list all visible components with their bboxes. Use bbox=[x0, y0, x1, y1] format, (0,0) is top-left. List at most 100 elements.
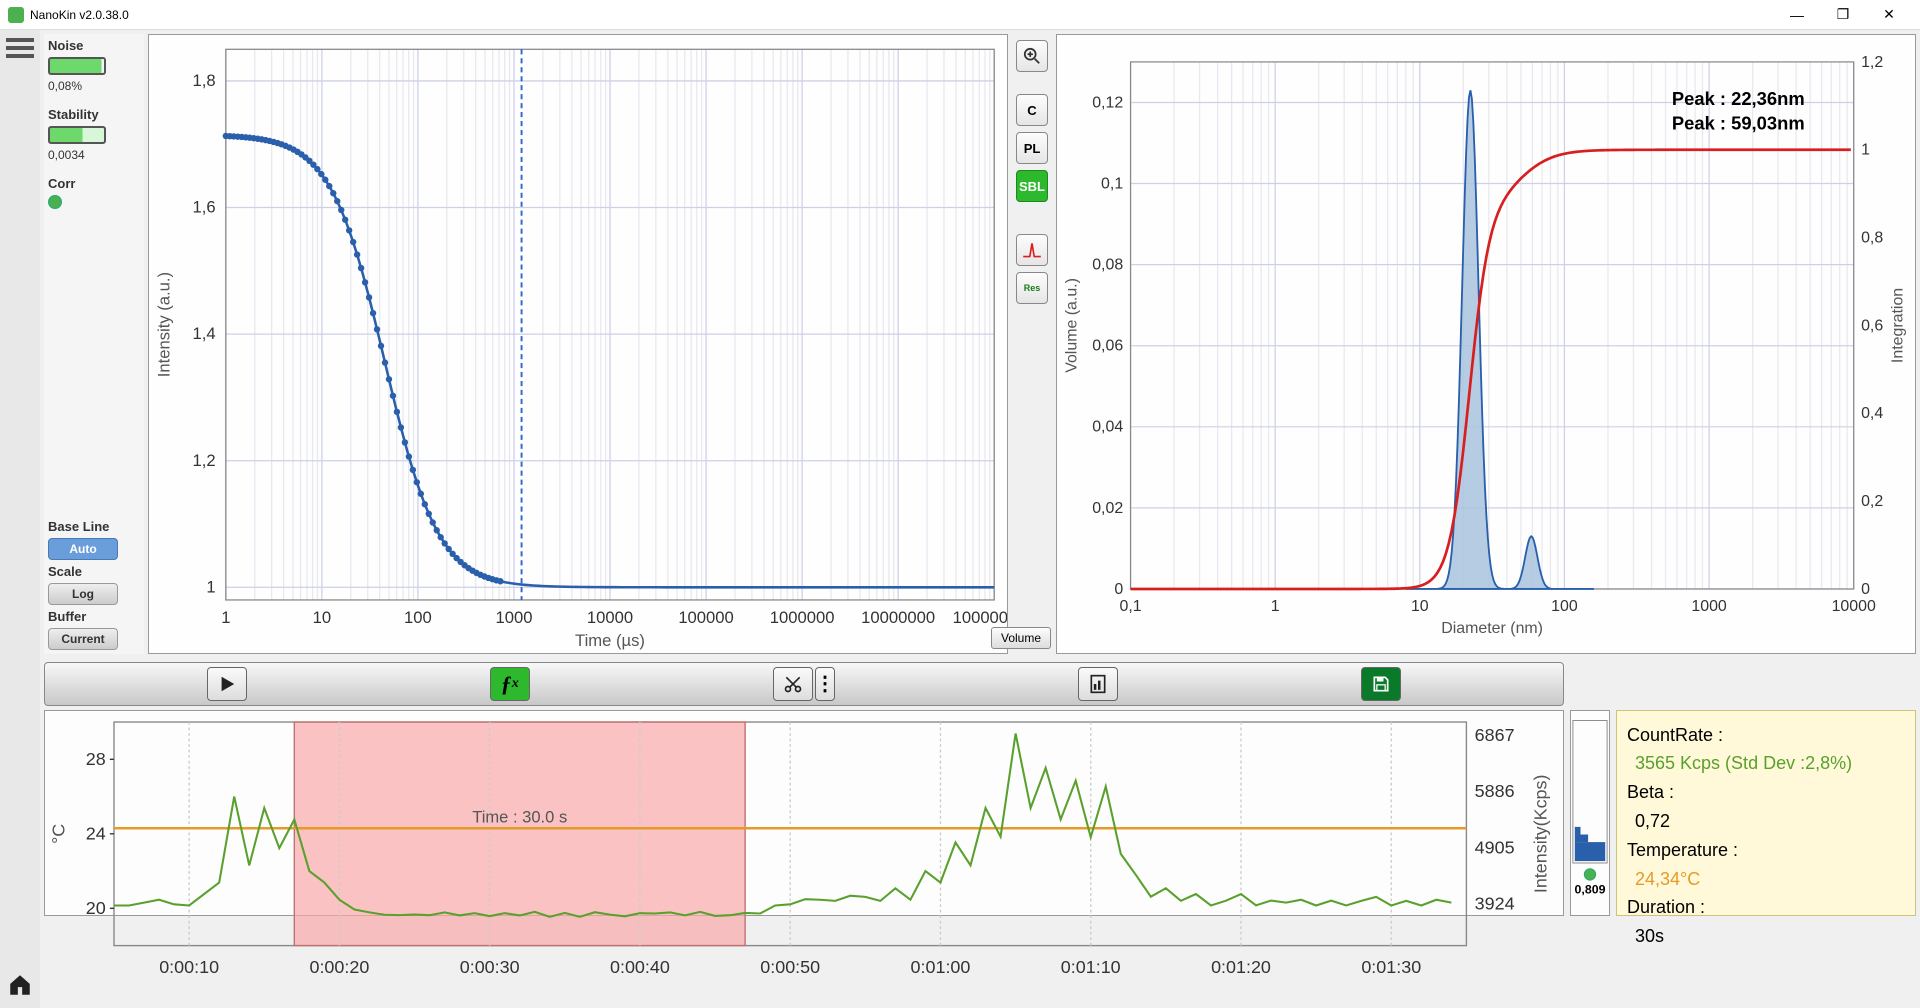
svg-text:0:01:30: 0:01:30 bbox=[1361, 957, 1421, 977]
stability-value: 0,0034 bbox=[48, 148, 140, 162]
svg-text:0,08: 0,08 bbox=[1092, 257, 1123, 274]
svg-text:1: 1 bbox=[206, 577, 215, 596]
beta-label: Beta : bbox=[1627, 778, 1905, 807]
svg-text:0,1: 0,1 bbox=[1119, 598, 1141, 615]
size-distribution-chart[interactable]: 0,111010010001000000,020,040,060,080,10,… bbox=[1056, 34, 1916, 654]
svg-text:10000: 10000 bbox=[587, 608, 633, 627]
svg-text:100000000: 100000000 bbox=[953, 608, 1007, 627]
volume-button[interactable]: Volume bbox=[991, 627, 1051, 649]
corr-led-icon bbox=[48, 195, 62, 209]
cut-options-button[interactable]: ⋮ bbox=[815, 667, 835, 701]
svg-text:1: 1 bbox=[1271, 598, 1280, 615]
peak-view-button[interactable] bbox=[1016, 234, 1048, 266]
svg-text:1: 1 bbox=[221, 608, 230, 627]
svg-text:0:01:10: 0:01:10 bbox=[1061, 957, 1121, 977]
stability-label: Stability bbox=[48, 107, 140, 122]
svg-text:°C: °C bbox=[48, 823, 68, 843]
status-panel: Noise 0,08% Stability 0,0034 Corr Base L… bbox=[44, 34, 144, 654]
pl-mode-button[interactable]: PL bbox=[1016, 132, 1048, 164]
close-button[interactable]: ✕ bbox=[1866, 0, 1912, 30]
cut-button[interactable] bbox=[773, 667, 813, 701]
corr-label: Corr bbox=[48, 176, 140, 191]
report-button[interactable] bbox=[1078, 667, 1118, 701]
svg-text:0:00:30: 0:00:30 bbox=[460, 957, 520, 977]
svg-text:10000: 10000 bbox=[1832, 598, 1876, 615]
zoom-button[interactable] bbox=[1016, 40, 1048, 72]
noise-indicator bbox=[48, 57, 106, 75]
svg-text:20: 20 bbox=[86, 898, 106, 918]
svg-text:0,12: 0,12 bbox=[1092, 94, 1123, 111]
svg-text:0,4: 0,4 bbox=[1861, 405, 1883, 422]
svg-text:0,2: 0,2 bbox=[1861, 493, 1883, 510]
intensity-histogram: 0,809 bbox=[1570, 710, 1610, 916]
svg-text:Time (µs): Time (µs) bbox=[575, 631, 645, 650]
svg-text:1,4: 1,4 bbox=[192, 324, 215, 343]
svg-text:0,02: 0,02 bbox=[1092, 500, 1123, 517]
beta-value: 0,72 bbox=[1627, 807, 1905, 836]
svg-text:0,1: 0,1 bbox=[1101, 175, 1123, 192]
svg-text:1,2: 1,2 bbox=[192, 451, 215, 470]
svg-text:0,06: 0,06 bbox=[1092, 338, 1123, 355]
correlation-chart[interactable]: 1101001000100001000001000000100000001000… bbox=[148, 34, 1008, 654]
svg-text:0:01:20: 0:01:20 bbox=[1211, 957, 1271, 977]
measurement-info-panel: CountRate : 3565 Kcps (Std Dev :2,8%) Be… bbox=[1616, 710, 1916, 916]
svg-text:100: 100 bbox=[1551, 598, 1578, 615]
svg-text:1000000: 1000000 bbox=[770, 608, 835, 627]
sbl-mode-button[interactable]: SBL bbox=[1016, 170, 1048, 202]
app-title: NanoKin v2.0.38.0 bbox=[30, 8, 129, 22]
noise-value: 0,08% bbox=[48, 79, 140, 93]
buffer-current-button[interactable]: Current bbox=[48, 628, 118, 650]
svg-text:1000: 1000 bbox=[1691, 598, 1727, 615]
menu-icon[interactable] bbox=[6, 36, 34, 60]
c-mode-button[interactable]: C bbox=[1016, 94, 1048, 126]
svg-text:0: 0 bbox=[1861, 581, 1870, 598]
function-button[interactable]: ƒx bbox=[490, 667, 530, 701]
svg-text:10: 10 bbox=[1411, 598, 1429, 615]
minimize-button[interactable]: — bbox=[1774, 0, 1820, 30]
svg-text:Time : 30.0 s: Time : 30.0 s bbox=[472, 807, 567, 826]
svg-text:4905: 4905 bbox=[1475, 837, 1515, 857]
svg-text:5886: 5886 bbox=[1475, 781, 1515, 801]
play-button[interactable] bbox=[207, 667, 247, 701]
svg-text:0:00:40: 0:00:40 bbox=[610, 957, 670, 977]
svg-text:1,2: 1,2 bbox=[1861, 54, 1883, 71]
maximize-button[interactable]: ❐ bbox=[1820, 0, 1866, 30]
svg-text:0:00:10: 0:00:10 bbox=[159, 957, 219, 977]
buffer-label: Buffer bbox=[48, 609, 140, 624]
svg-text:0,04: 0,04 bbox=[1092, 419, 1123, 436]
baseline-auto-button[interactable]: Auto bbox=[48, 538, 118, 560]
svg-text:0:01:00: 0:01:00 bbox=[911, 957, 971, 977]
svg-text:3924: 3924 bbox=[1475, 893, 1515, 913]
countrate-label: CountRate : bbox=[1627, 721, 1905, 750]
svg-text:100: 100 bbox=[404, 608, 432, 627]
nav-rail bbox=[0, 30, 40, 1008]
scale-label: Scale bbox=[48, 564, 140, 579]
svg-text:0: 0 bbox=[1114, 581, 1123, 598]
svg-text:1: 1 bbox=[1861, 142, 1870, 159]
svg-text:1,8: 1,8 bbox=[192, 71, 215, 90]
svg-text:10000000: 10000000 bbox=[861, 608, 935, 627]
temperature-value: 24,34°C bbox=[1627, 865, 1905, 894]
svg-text:Peak : 22,36nm: Peak : 22,36nm bbox=[1672, 88, 1805, 109]
svg-text:Diameter (nm): Diameter (nm) bbox=[1441, 620, 1543, 637]
countrate-value: 3565 Kcps (Std Dev :2,8%) bbox=[1627, 749, 1905, 778]
svg-text:0,809: 0,809 bbox=[1575, 882, 1606, 896]
duration-label: Duration : bbox=[1627, 893, 1905, 922]
svg-text:0:00:20: 0:00:20 bbox=[309, 957, 369, 977]
stability-indicator bbox=[48, 126, 106, 144]
svg-text:6867: 6867 bbox=[1475, 725, 1515, 745]
time-series-chart[interactable]: Time : 30.0 s20242839244905588668670:00:… bbox=[44, 710, 1564, 916]
residual-view-button[interactable]: Res bbox=[1016, 272, 1048, 304]
scale-log-button[interactable]: Log bbox=[48, 583, 118, 605]
home-icon[interactable] bbox=[7, 972, 33, 998]
svg-text:Volume (a.u.): Volume (a.u.) bbox=[1064, 278, 1081, 373]
svg-text:24: 24 bbox=[86, 823, 106, 843]
svg-text:1000: 1000 bbox=[495, 608, 532, 627]
app-logo-icon bbox=[8, 7, 24, 23]
save-button[interactable] bbox=[1361, 667, 1401, 701]
svg-text:Intensity(Kcps): Intensity(Kcps) bbox=[1530, 774, 1550, 893]
svg-text:Peak : 59,03nm: Peak : 59,03nm bbox=[1672, 112, 1805, 133]
svg-text:100000: 100000 bbox=[678, 608, 733, 627]
titlebar: NanoKin v2.0.38.0 — ❐ ✕ bbox=[0, 0, 1920, 30]
svg-text:Intensity (a.u.): Intensity (a.u.) bbox=[154, 272, 173, 377]
